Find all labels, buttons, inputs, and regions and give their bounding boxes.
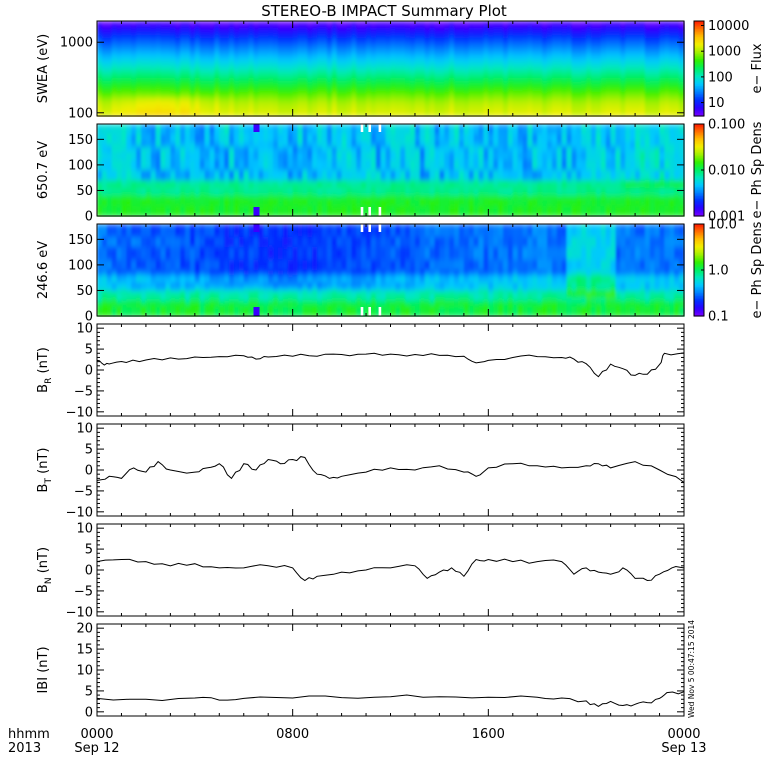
y-tick-label: −5 [74, 484, 93, 499]
y-tick-label: −5 [74, 584, 93, 599]
y-tick-label: −10 [66, 605, 93, 620]
series-line-5 [96, 456, 685, 483]
y-tick-label: 50 [76, 184, 93, 199]
y-tick-label: −5 [74, 384, 93, 399]
y-tick-label: 0 [85, 364, 93, 379]
panel-6-axes: 10 5 0 −5 −10 BN (nT) [36, 522, 685, 620]
y-tick-label: 5 [85, 543, 93, 558]
y-tick-label: −10 [66, 505, 93, 520]
plot-title: STEREO-B IMPACT Summary Plot [261, 2, 507, 20]
y-tick-label: 5 [85, 343, 93, 358]
panel-3-ylabel: 246.6 eV [36, 241, 51, 299]
y-tick-label: 1000 [60, 36, 93, 51]
y-tick-label: 15 [76, 643, 93, 658]
y-tick-label: 5 [85, 684, 93, 699]
colorbar-1-tick-label: 10000 [708, 19, 749, 34]
y-tick-label: 10 [76, 322, 93, 337]
y-tick-label: −10 [66, 405, 93, 420]
panel-3-axes: 150 100 50 0 246.6 eV [36, 223, 685, 325]
timestamp-stamp: Wed Nov 5 00:47:15 2014 [687, 620, 696, 718]
series-line-7 [96, 691, 685, 707]
date-tick-label: Sep 12 [74, 741, 119, 756]
hhmm-label: hhmm [8, 727, 50, 742]
y-tick-label: 20 [76, 622, 93, 637]
y-tick-label: 100 [68, 258, 93, 273]
panel-2-ylabel: 650.7 eV [36, 141, 51, 199]
panel-4-frame [96, 323, 685, 417]
y-tick-label: 5 [85, 443, 93, 458]
colorbar-1-tick-label: 10 [708, 96, 725, 111]
y-tick-label: 0 [85, 310, 93, 325]
time-tick-label: 0000 [80, 727, 113, 742]
panel-5-axes: 10 5 0 −5 −10 BT (nT) [36, 422, 685, 520]
heatmap-image-1 [97, 21, 685, 117]
colorbar-2-label: e− Ph Sp Dens [750, 121, 765, 218]
colorbar-1-tick-label: 100 [708, 70, 733, 85]
y-tick-label: 10 [76, 422, 93, 437]
colorbar-2: 0.100 0.010 0.001 e− Ph Sp Dens [693, 118, 765, 225]
panel-1-axes: 1000 100 SWEA (eV) [36, 20, 685, 121]
panel-5-frame [96, 423, 685, 517]
panel-4-axes: 10 5 0 −5 −10 BR (nT) [36, 322, 685, 420]
time-tick-label: 1600 [472, 727, 505, 742]
panel-6-frame [96, 523, 685, 617]
series-line-4 [96, 352, 685, 378]
colorbar-3-tick-label: 1.0 [708, 264, 729, 279]
heatmap-image-2 [97, 124, 685, 217]
colorbar-1: 10000 1000 100 10 e− Flux [693, 19, 765, 117]
y-tick-label: 0 [85, 564, 93, 579]
colorbar-1-tick-label: 1000 [708, 45, 741, 60]
y-tick-label: 100 [68, 158, 93, 173]
y-tick-label: 0 [85, 464, 93, 479]
heatmap-image-3 [97, 224, 685, 317]
y-tick-label: 150 [68, 133, 93, 148]
y-tick-label: 150 [68, 233, 93, 248]
panel-7-axes: 20 15 10 5 0 IBI (nT) [36, 622, 685, 720]
panel-1-ylabel: SWEA (eV) [36, 34, 51, 103]
time-tick-label: 0800 [276, 727, 309, 742]
panel-7-ylabel: IBI (nT) [36, 646, 51, 693]
y-tick-label: 50 [76, 284, 93, 299]
panel-4-ylabel: BR (nT) [36, 347, 54, 393]
colorbar-2-tick-label: 0.100 [708, 118, 745, 133]
panel-2-axes: 150 100 50 0 650.7 eV [36, 123, 685, 225]
colorbar-3: 10.0 1.0 0.1 e− Ph Sp Dens [693, 218, 765, 325]
panel-6-ylabel: BN (nT) [36, 547, 54, 593]
y-tick-label: 10 [76, 664, 93, 679]
colorbar-1-label: e− Flux [750, 43, 765, 93]
panel-7-frame [96, 623, 685, 717]
colorbar-2-tick-label: 0.001 [708, 210, 745, 225]
colorbar-3-tick-label: 0.1 [708, 310, 729, 325]
colorbar-2-tick-label: 0.010 [708, 164, 745, 179]
colorbar-3-label: e− Ph Sp Dens [750, 221, 765, 318]
colorbar-3-tick-label: 10.0 [708, 218, 737, 233]
y-tick-label: 10 [76, 522, 93, 537]
time-tick-label: 0000 [667, 727, 700, 742]
series-line-6 [96, 558, 685, 582]
y-tick-label: 0 [85, 705, 93, 720]
year-label: 2013 [8, 741, 41, 756]
y-tick-label: 0 [85, 210, 93, 225]
date-tick-label: Sep 13 [661, 741, 706, 756]
panel-5-ylabel: BT (nT) [36, 448, 54, 493]
y-tick-label: 100 [68, 106, 93, 121]
